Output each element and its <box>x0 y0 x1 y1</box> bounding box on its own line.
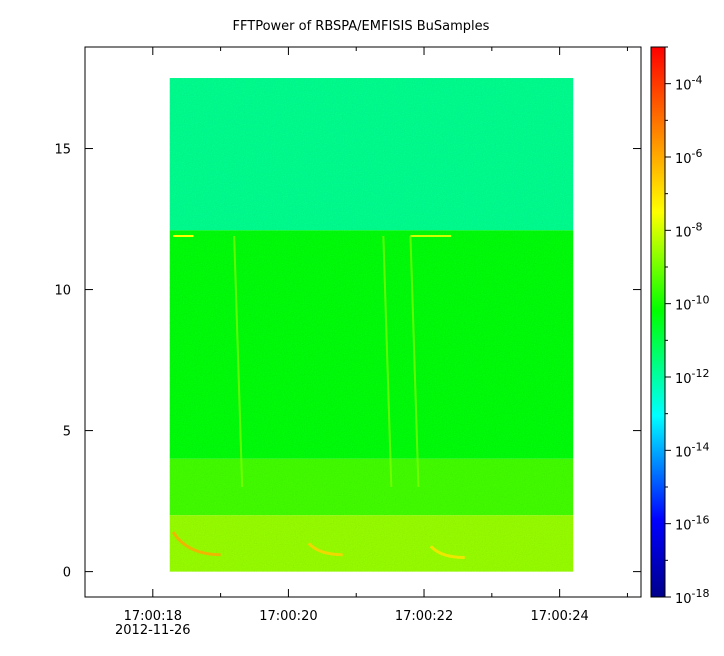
colorbar <box>650 46 666 598</box>
y-tick-label: 0 <box>63 566 71 581</box>
x-tick-label: 17:00:18 <box>124 609 182 624</box>
feature-dispersion-6 <box>307 542 343 557</box>
feature-dispersion-7 <box>429 545 465 560</box>
colorbar-tick-label: 10-4 <box>675 74 703 94</box>
feature-streak-4 <box>409 235 420 488</box>
heatmap-features <box>171 234 465 560</box>
y-tick-label: 10 <box>54 284 71 299</box>
y-axis: 0 5 10 15 <box>54 143 641 581</box>
x-axis: 17:00:18 17:00:20 17:00:22 17:00:24 <box>84 47 628 624</box>
x-tick-label: 17:00:20 <box>259 609 317 624</box>
colorbar-tick-label: 10-16 <box>675 514 710 534</box>
x-date-label: 2012-11-26 <box>115 623 191 638</box>
feature-dispersion-5 <box>171 531 221 557</box>
heatmap-noise <box>169 78 574 572</box>
colorbar-tick-label: 10-8 <box>675 220 703 240</box>
y-tick-label: 5 <box>63 425 71 440</box>
feature-streak-2 <box>233 235 244 488</box>
feature-streak-3 <box>382 235 393 488</box>
colorbar-tick-label: 10-12 <box>675 367 710 387</box>
x-tick-label: 17:00:22 <box>395 609 453 624</box>
chart-title: FFTPower of RBSPA/EMFISIS BuSamples <box>233 19 490 34</box>
colorbar-tick-label: 10-6 <box>675 147 703 167</box>
colorbar-tick-label: 10-10 <box>675 294 710 314</box>
y-tick-label: 15 <box>54 143 71 158</box>
colorbar-tick-label: 10-18 <box>675 587 710 607</box>
colorbar-tick-label: 10-14 <box>675 440 710 460</box>
colorbar-ticks: 10-18 10-16 10-14 10-12 10-10 10-8 10-6 10-4 <box>665 46 710 607</box>
x-tick-label: 17:00:24 <box>530 609 588 624</box>
